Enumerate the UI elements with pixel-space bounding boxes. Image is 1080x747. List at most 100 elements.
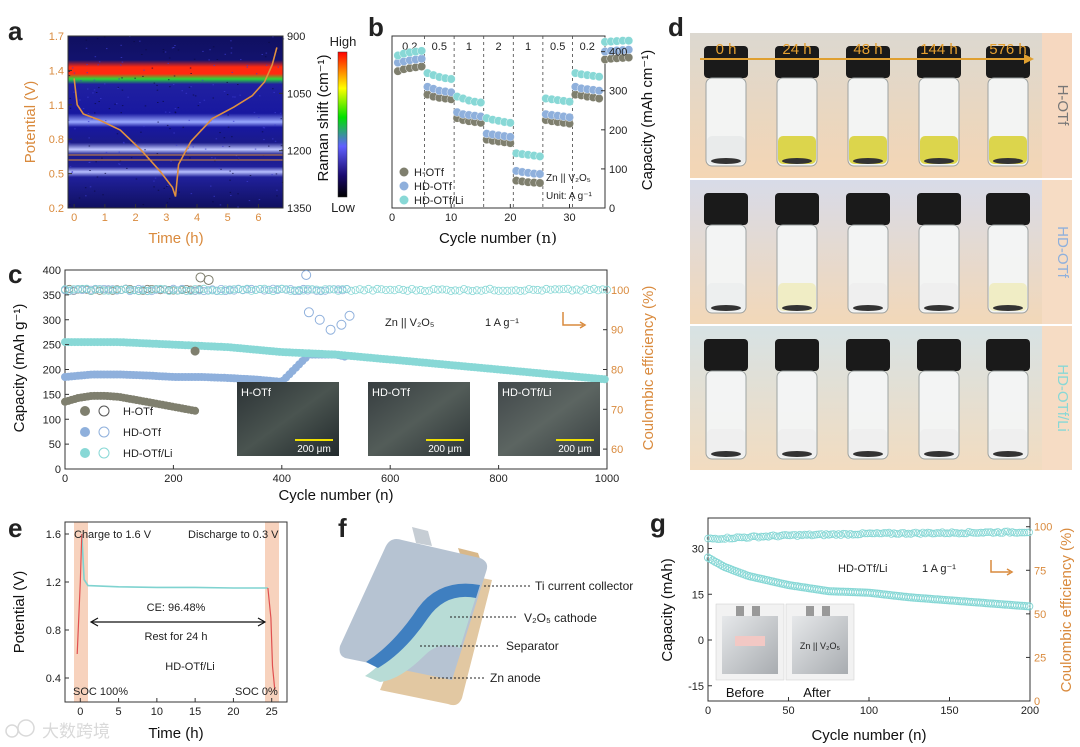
time-label: 24 h — [782, 41, 811, 58]
noise-speck — [169, 198, 171, 200]
noise-speck — [117, 86, 119, 88]
separator-layer — [365, 587, 478, 682]
ce-point — [577, 286, 586, 295]
noise-speck — [226, 81, 228, 83]
photo-after-text: Zn || V₂O₅ — [800, 641, 841, 651]
noise-speck — [258, 199, 261, 201]
ce-point — [269, 286, 278, 295]
noise-speck — [197, 105, 200, 107]
ce-point — [412, 286, 421, 295]
panel-b: b 0.2 0.5 1 2 1 0.5 0.2 0 10 20 30 0100200300400 … — [368, 12, 656, 247]
soc-shade-start — [74, 522, 88, 702]
ce-point — [303, 284, 312, 293]
ce-point — [134, 284, 143, 293]
panel-e-yticks: 0.4 0.8 1.2 1.6 — [46, 529, 69, 685]
noise-speck — [80, 80, 82, 82]
ce-point — [851, 530, 860, 539]
noise-speck — [98, 87, 100, 89]
ce-point — [853, 530, 862, 539]
ce-point — [969, 528, 978, 537]
noise-speck — [120, 57, 123, 58]
ytick-label: 1.7 — [49, 31, 64, 43]
panel-label-a: a — [8, 16, 23, 46]
noise-speck — [174, 112, 177, 114]
panel-c-rate: 1 A g⁻¹ — [485, 317, 519, 329]
rate-point — [624, 45, 634, 55]
ce-point — [438, 285, 447, 294]
panel-c-arrowhead — [579, 321, 587, 329]
rest-note: Rest for 24 h — [145, 631, 208, 643]
ytick-label: 50 — [1034, 609, 1046, 621]
ce-point — [87, 286, 96, 295]
ce-point — [916, 530, 925, 538]
capacity-point — [708, 556, 717, 565]
noise-speck — [268, 41, 270, 43]
ytick-label: 0.5 — [49, 169, 64, 181]
noise-speck — [218, 167, 221, 169]
capacity-point — [1020, 601, 1029, 611]
ce-point — [817, 530, 826, 538]
noise-speck — [162, 49, 165, 50]
panel-b-ylabel: Capacity (mAh cm⁻¹) — [639, 50, 656, 190]
ce-point — [716, 535, 724, 543]
xtick-label: 20 — [504, 212, 516, 224]
panel-g-xticks: 0 50 100 150 200 — [705, 697, 1039, 717]
noise-speck — [237, 84, 239, 85]
ce-point — [800, 530, 809, 539]
panel-b-yticks: 0 100 200 300 400 — [601, 47, 627, 215]
noise-speck — [274, 124, 276, 126]
noise-speck — [105, 120, 107, 122]
noise-speck — [235, 155, 238, 157]
vial-cap — [775, 46, 819, 78]
xtick-label: 0 — [62, 473, 68, 485]
ytick-label: 70 — [611, 404, 623, 416]
ytick-label: 300 — [43, 315, 61, 327]
noise-speck — [162, 51, 165, 53]
noise-speck — [192, 94, 195, 96]
noise-speck — [130, 157, 133, 159]
noise-speck — [97, 64, 99, 66]
noise-speck — [237, 158, 240, 160]
vial-zinc — [711, 158, 741, 164]
ce-point — [568, 286, 577, 295]
vial-liquid — [778, 283, 816, 311]
ce-point — [303, 286, 312, 295]
noise-speck — [213, 65, 215, 66]
noise-speck — [281, 149, 283, 151]
noise-speck — [164, 51, 167, 53]
noise-speck — [153, 186, 155, 188]
ytick-label: 0 — [1034, 696, 1040, 708]
noise-speck — [231, 136, 233, 138]
noise-speck — [182, 126, 184, 128]
noise-speck — [168, 79, 170, 81]
noise-speck — [100, 98, 102, 99]
panel-d: d 0 h 24 h 48 h 144 h 576 h H-OTf HD-OTf HD-… — [668, 12, 1072, 470]
ce-point — [885, 528, 893, 537]
xtick-label: 50 — [782, 705, 794, 717]
c-legend-hd-otf-li: HD-OTf/Li — [123, 448, 173, 460]
noise-speck — [69, 97, 71, 99]
noise-speck — [223, 91, 226, 92]
ce-point — [498, 286, 507, 295]
ce-point — [173, 286, 182, 295]
vial-zinc — [924, 158, 954, 164]
noise-speck — [153, 180, 155, 182]
panel-c: c 0 200 400 600 800 1000 0 50 100 150 200 250 300 35… — [8, 259, 657, 504]
noise-speck — [261, 54, 263, 55]
vial-zinc — [782, 158, 812, 164]
rate-point — [505, 132, 515, 142]
panel-b-xlabel: Cycle number (n) — [439, 229, 557, 247]
vial-zinc — [924, 451, 954, 457]
ce-point — [520, 286, 529, 295]
noise-speck — [88, 145, 91, 147]
noise-speck — [143, 125, 145, 127]
ce-point — [581, 284, 590, 293]
ce-point — [807, 531, 816, 540]
noise-speck — [168, 57, 171, 59]
noise-speck — [189, 67, 192, 69]
label-separator: Separator — [506, 639, 559, 653]
noise-speck — [118, 78, 120, 80]
outlier-point — [190, 346, 200, 356]
ytick-label: 90 — [611, 325, 623, 337]
ce-point — [742, 534, 751, 542]
